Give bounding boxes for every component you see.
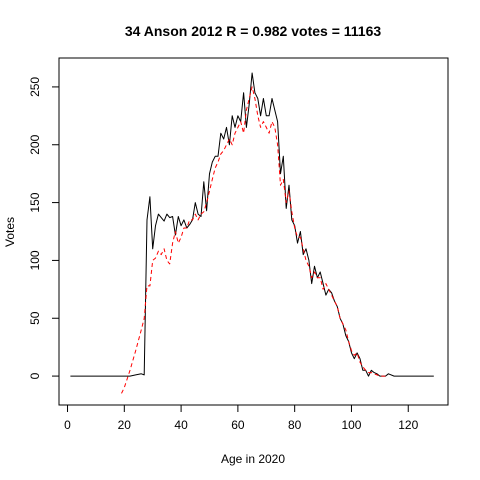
x-tick-label: 80 [288,418,302,432]
y-axis-label: Votes [3,217,17,247]
series-line-2-dashed [121,86,386,394]
x-tick-label: 60 [231,418,245,432]
series-line-1-solid [70,72,434,377]
y-tick-label: 0 [28,372,42,379]
y-tick-label: 250 [28,77,42,97]
y-tick-label: 200 [28,134,42,154]
x-tick-label: 100 [341,418,361,432]
x-axis-label: Age in 2020 [221,452,285,466]
x-tick-label: 20 [118,418,132,432]
x-tick-label: 0 [64,418,71,432]
chart-title: 34 Anson 2012 R = 0.982 votes = 11163 [125,23,382,39]
x-tick-label: 120 [398,418,418,432]
y-tick-label: 150 [28,192,42,212]
series-layer [70,72,434,394]
y-tick-label: 100 [28,250,42,270]
y-tick-label: 50 [28,311,42,325]
x-axis: 0 20 40 60 80 100 120 [64,404,419,432]
x-tick-label: 40 [174,418,188,432]
y-axis: 0 50 100 150 200 250 [28,77,60,379]
plot-frame [58,57,449,406]
